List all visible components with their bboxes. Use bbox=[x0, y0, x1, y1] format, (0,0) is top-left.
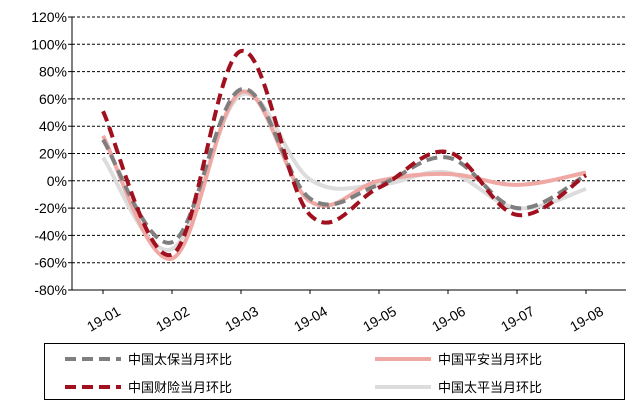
x-tick-label: 19-01 bbox=[84, 303, 123, 335]
y-tick-label: 120% bbox=[31, 9, 67, 25]
series-line bbox=[101, 49, 588, 257]
y-tick-label: -20% bbox=[34, 200, 67, 216]
y-tick-label: 40% bbox=[39, 118, 67, 134]
x-tick-label: 19-05 bbox=[360, 303, 399, 335]
x-tick-label: 19-08 bbox=[567, 303, 606, 335]
y-tick-label: 80% bbox=[39, 64, 67, 80]
y-tick-label: -40% bbox=[34, 227, 67, 243]
axes bbox=[68, 16, 626, 294]
legend-label: 中国财险当月环比 bbox=[128, 381, 232, 396]
x-tick-label: 19-04 bbox=[291, 303, 330, 335]
gridlines bbox=[72, 16, 626, 264]
y-tick-label: 0% bbox=[47, 173, 67, 189]
x-tick-label: 19-07 bbox=[498, 303, 537, 335]
x-tick-label: 19-02 bbox=[153, 303, 192, 335]
y-tick-label: 20% bbox=[39, 146, 67, 162]
y-tick-label: 100% bbox=[31, 36, 67, 52]
x-tick-label: 19-03 bbox=[222, 303, 261, 335]
legend-box bbox=[44, 343, 625, 400]
legend-label: 中国太保当月环比 bbox=[128, 353, 232, 368]
series-lines bbox=[101, 49, 588, 261]
y-tick-labels: 120% 100% 80% 60% 40% 20% 0% -20% -40% -60% -80% bbox=[31, 9, 67, 298]
series-line bbox=[101, 91, 587, 252]
series-line bbox=[101, 87, 587, 245]
x-tick-label: 19-06 bbox=[429, 303, 468, 335]
x-tick-labels: 19-01 19-02 19-03 19-04 19-05 19-06 19-07 19-08 bbox=[84, 303, 606, 335]
legend-label: 中国太平当月环比 bbox=[438, 381, 542, 396]
series-line bbox=[101, 89, 587, 261]
y-tick-label: -60% bbox=[34, 255, 67, 271]
y-tick-label: 60% bbox=[39, 91, 67, 107]
y-tick-label: -80% bbox=[34, 282, 67, 298]
legend-label: 中国平安当月环比 bbox=[438, 353, 542, 368]
